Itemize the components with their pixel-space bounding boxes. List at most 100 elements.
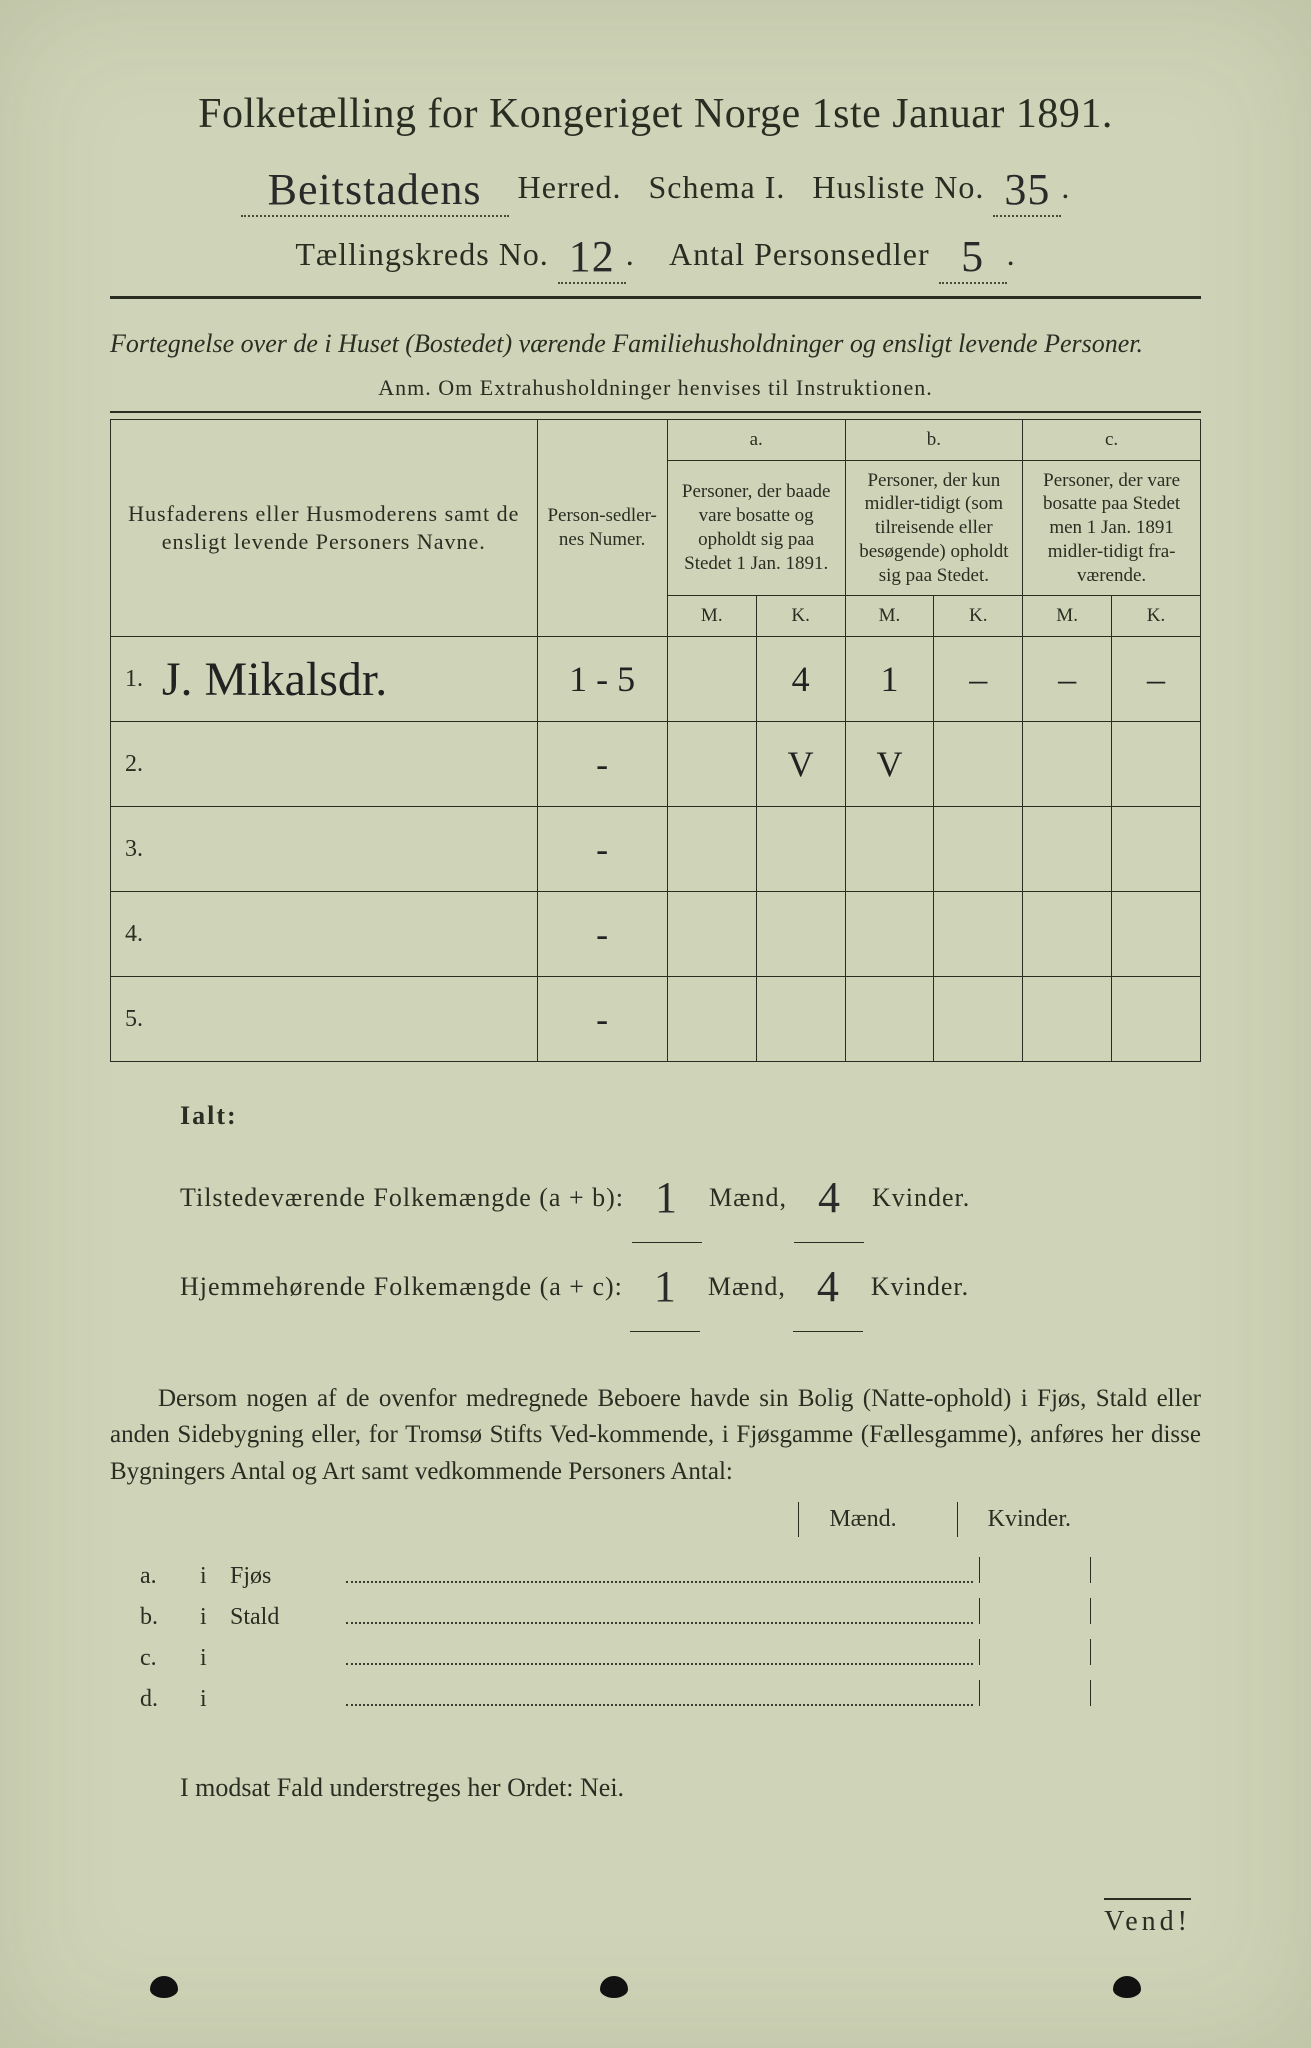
- resident-men: 1: [630, 1243, 700, 1332]
- present-men: 1: [632, 1154, 702, 1243]
- c-k: –: [1112, 637, 1201, 722]
- ink-blot-icon: [1113, 1976, 1141, 1998]
- outbuilding-list: a.iFjøs b.iStald c.i d.i: [110, 1557, 1201, 1713]
- list-item: a.iFjøs: [110, 1557, 1201, 1590]
- header-line-3: Tællingskreds No. 12. Antal Personsedler…: [110, 225, 1201, 278]
- row-number: 3.: [111, 807, 158, 892]
- present-women: 4: [794, 1154, 864, 1243]
- subtitle: Fortegnelse over de i Huset (Bostedet) v…: [110, 327, 1201, 361]
- col-a-m: M.: [667, 596, 756, 637]
- totals-block: Ialt: Tilstedeværende Folkemængde (a + b…: [110, 1090, 1201, 1326]
- herred-value: Beitstadens: [241, 164, 509, 217]
- c-m: [1023, 892, 1112, 977]
- a-k: [756, 977, 845, 1062]
- row-number: 4.: [111, 892, 158, 977]
- c-m: [1023, 722, 1112, 807]
- col-a-head: a.: [667, 419, 845, 460]
- name-cell: J. Mikalsdr.: [158, 637, 537, 722]
- a-m: [667, 637, 756, 722]
- c-k: [1112, 977, 1201, 1062]
- numer-cell: -: [537, 722, 667, 807]
- resident-women: 4: [793, 1243, 863, 1332]
- b-k: [934, 807, 1023, 892]
- a-m: [667, 892, 756, 977]
- numer-cell: -: [537, 977, 667, 1062]
- a-k: V: [756, 722, 845, 807]
- col-c: Personer, der vare bosatte paa Stedet me…: [1023, 460, 1201, 596]
- a-m: [667, 722, 756, 807]
- vend-label: Vend!: [1104, 1898, 1191, 1938]
- totals-line-2: Hjemmehørende Folkemængde (a + c): 1 Mæn…: [180, 1237, 1201, 1326]
- col-a-k: K.: [756, 596, 845, 637]
- totals-line-1: Tilstedeværende Folkemængde (a + b): 1 M…: [180, 1148, 1201, 1237]
- ink-blot-icon: [600, 1976, 628, 1998]
- kreds-value: 12: [558, 231, 626, 284]
- dotted-line: [346, 1644, 973, 1665]
- kreds-label: Tællingskreds No.: [295, 236, 548, 272]
- a-k: 4: [756, 637, 845, 722]
- a-k: [756, 807, 845, 892]
- row-number: 1.: [111, 637, 158, 722]
- dotted-line: [346, 1562, 973, 1583]
- name-cell: [158, 807, 537, 892]
- husliste-value: 35: [993, 164, 1061, 217]
- c-m: –: [1023, 637, 1112, 722]
- b-m: 1: [845, 637, 934, 722]
- subhead-women: Kvinder.: [957, 1502, 1101, 1537]
- outbuilding-paragraph: Dersom nogen af de ovenfor medregnede Be…: [110, 1381, 1201, 1490]
- c-k: [1112, 807, 1201, 892]
- b-m: [845, 892, 934, 977]
- col-numer: Person-sedler-nes Numer.: [537, 419, 667, 636]
- table-row: 1.J. Mikalsdr.1 - 541–––: [111, 637, 1201, 722]
- row-number: 2.: [111, 722, 158, 807]
- row-number: 5.: [111, 977, 158, 1062]
- a-m: [667, 807, 756, 892]
- subtable-header: Mænd. Kvinder.: [110, 1502, 1201, 1537]
- col-b-k: K.: [934, 596, 1023, 637]
- antal-value: 5: [939, 231, 1007, 284]
- table-row: 2. - VV: [111, 722, 1201, 807]
- divider: [110, 296, 1201, 299]
- c-k: [1112, 722, 1201, 807]
- col-c-m: M.: [1023, 596, 1112, 637]
- table-row: 3. -: [111, 807, 1201, 892]
- a-k: [756, 892, 845, 977]
- name-cell: [158, 892, 537, 977]
- c-k: [1112, 892, 1201, 977]
- b-k: [934, 977, 1023, 1062]
- table-row: 4. -: [111, 892, 1201, 977]
- a-m: [667, 977, 756, 1062]
- dotted-line: [346, 1603, 973, 1624]
- husliste-label: Husliste No.: [812, 169, 984, 205]
- header-line-2: Beitstadens Herred. Schema I. Husliste N…: [110, 158, 1201, 211]
- c-m: [1023, 977, 1112, 1062]
- b-m: V: [845, 722, 934, 807]
- col-b-m: M.: [845, 596, 934, 637]
- list-item: d.i: [110, 1680, 1201, 1713]
- subhead-men: Mænd.: [798, 1502, 926, 1537]
- schema-label: Schema I.: [648, 169, 785, 205]
- name-cell: [158, 977, 537, 1062]
- col-names: Husfaderens eller Husmoderens samt de en…: [111, 419, 538, 636]
- census-form-page: Folketælling for Kongeriget Norge 1ste J…: [0, 0, 1311, 2048]
- b-k: [934, 892, 1023, 977]
- name-cell: [158, 722, 537, 807]
- numer-cell: -: [537, 892, 667, 977]
- numer-cell: -: [537, 807, 667, 892]
- divider: [110, 411, 1201, 413]
- col-b-head: b.: [845, 419, 1023, 460]
- ink-blot-icon: [150, 1976, 178, 1998]
- antal-label: Antal Personsedler: [669, 236, 930, 272]
- list-item: c.i: [110, 1639, 1201, 1672]
- list-item: b.iStald: [110, 1598, 1201, 1631]
- dotted-line: [346, 1685, 973, 1706]
- household-table: Husfaderens eller Husmoderens samt de en…: [110, 419, 1201, 1062]
- numer-cell: 1 - 5: [537, 637, 667, 722]
- herred-label: Herred.: [518, 169, 622, 205]
- ialt-label: Ialt:: [180, 1090, 1201, 1142]
- col-a: Personer, der baade vare bosatte og opho…: [667, 460, 845, 596]
- b-k: [934, 722, 1023, 807]
- page-title: Folketælling for Kongeriget Norge 1ste J…: [110, 90, 1201, 138]
- nei-line: I modsat Fald understreges her Ordet: Ne…: [110, 1773, 1201, 1803]
- b-k: –: [934, 637, 1023, 722]
